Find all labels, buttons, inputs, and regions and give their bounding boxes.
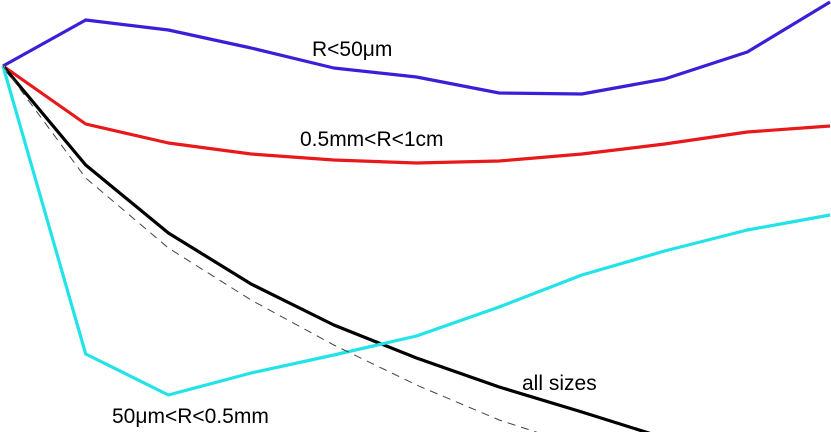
series-line — [2, 0, 831, 96]
series-line — [2, 65, 538, 432]
series-line — [1, 65, 831, 397]
series-label: all sizes — [522, 372, 597, 395]
series-label: 0.5mm<R<1cm — [300, 128, 444, 151]
series-line — [1, 64, 651, 432]
series-line — [2, 64, 831, 165]
series-label: R<50μm — [312, 38, 392, 61]
series-label: 50μm<R<0.5mm — [112, 405, 269, 428]
